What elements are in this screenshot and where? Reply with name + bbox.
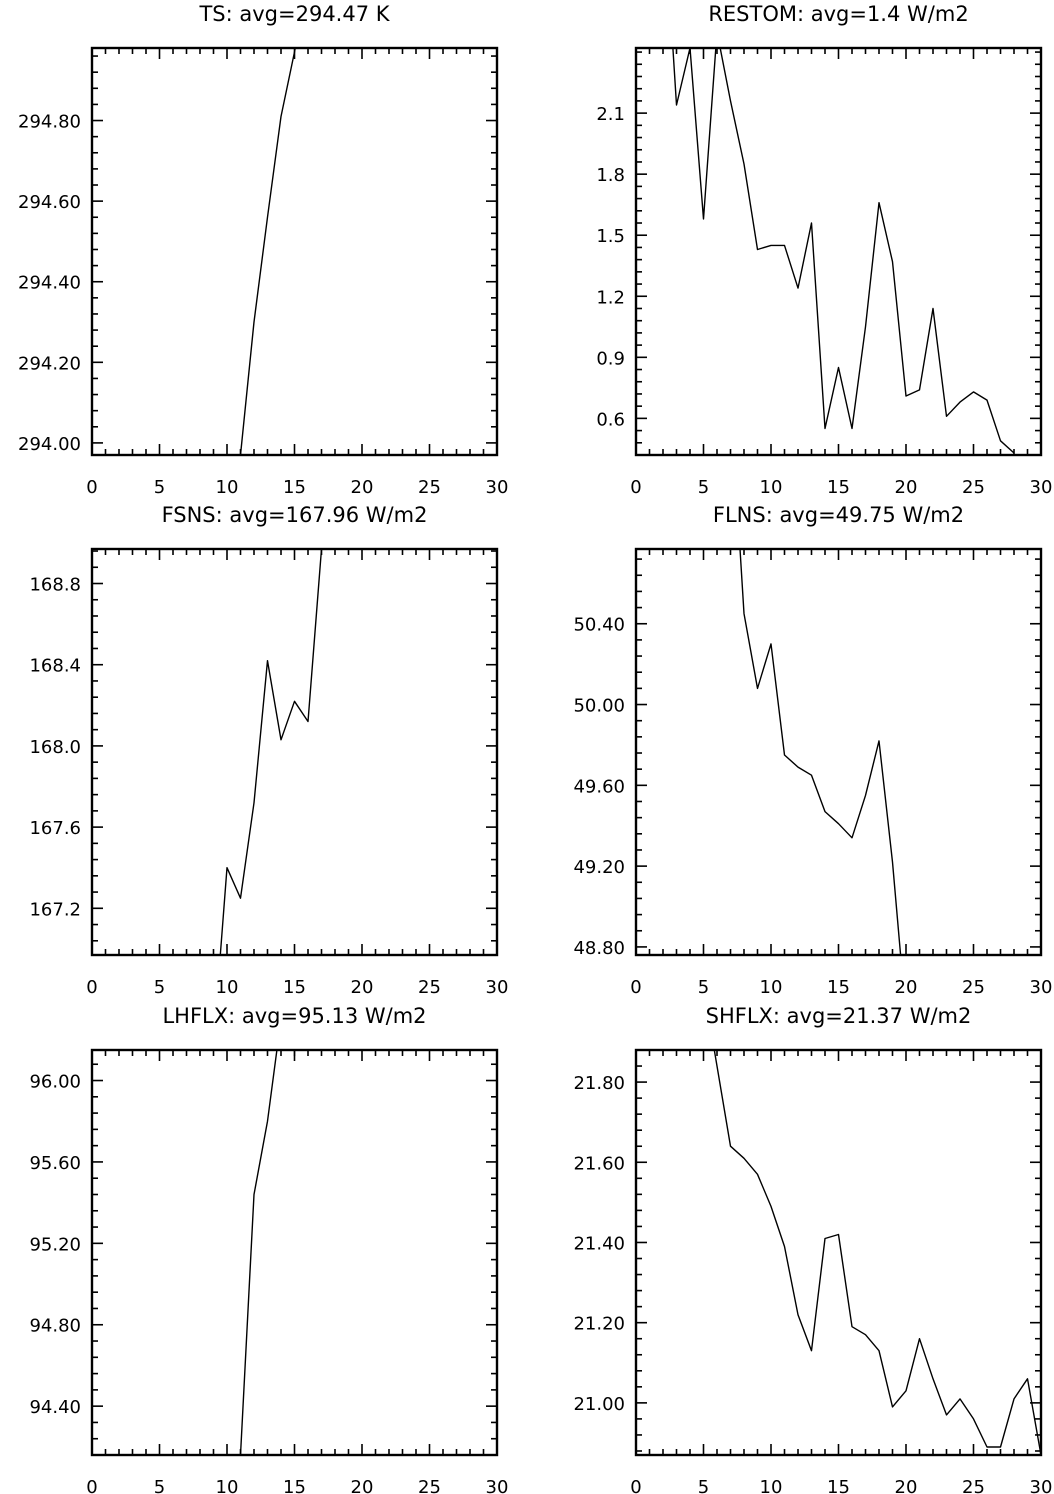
y-tick-label: 168.8 [29,575,81,596]
x-tick-label: 5 [154,477,165,498]
y-tick-label: 168.0 [29,737,81,758]
chart-title: LHFLX: avg=95.13 W/m2 [162,1004,426,1028]
series-line [239,48,296,455]
x-tick-label: 30 [1030,477,1053,498]
chart-panel-2: RESTOM: avg=1.4 W/m2 0 5 10 15 20 25 30 0.6 0.9 1.… [596,2,1052,498]
series-line [672,48,1015,454]
x-tick-label: 0 [86,977,97,998]
x-tick-label: 0 [630,977,641,998]
x-tick-label: 10 [760,1477,783,1494]
chart-title: RESTOM: avg=1.4 W/m2 [708,2,968,26]
plot-frame [634,1048,1043,1457]
x-tick-label: 20 [895,977,918,998]
y-tick-label: 48.80 [573,938,625,959]
plot-frame [90,1048,499,1457]
plot-frame [90,46,499,457]
x-tick-label: 0 [86,1477,97,1494]
x-tick-label: 25 [418,1477,441,1494]
x-tick-label: 0 [86,477,97,498]
x-tick-label: 0 [630,1477,641,1494]
chart-title: FSNS: avg=167.96 W/m2 [162,503,428,527]
x-tick-label: 25 [962,477,985,498]
y-tick-label: 21.00 [573,1394,625,1415]
y-tick-label: 21.40 [573,1233,625,1254]
series-line [739,549,902,955]
chart-panel-1: TS: avg=294.47 K 0 5 10 15 20 25 30 294.00 294.20… [18,2,509,498]
chart-panel-6: SHFLX: avg=21.37 W/m2 0 5 10 15 20 25 30 21.00 21… [573,1004,1052,1494]
y-tick-label: 21.80 [573,1073,625,1094]
chart-title: TS: avg=294.47 K [198,2,390,26]
x-tick-label: 20 [351,1477,374,1494]
x-tick-label: 20 [895,1477,918,1494]
y-tick-label: 168.4 [29,656,81,677]
x-tick-label: 25 [962,1477,985,1494]
x-tick-label: 20 [895,477,918,498]
y-tick-label: 294.40 [18,273,81,294]
y-tick-label: 294.60 [18,192,81,213]
y-tick-label: 21.60 [573,1153,625,1174]
x-tick-label: 5 [698,477,709,498]
x-tick-label: 15 [283,1477,306,1494]
x-tick-label: 15 [827,1477,850,1494]
y-tick-label: 50.00 [573,696,625,717]
x-tick-label: 30 [486,1477,509,1494]
x-tick-label: 30 [1030,977,1053,998]
y-tick-label: 21.20 [573,1314,625,1335]
chart-title: SHFLX: avg=21.37 W/m2 [706,1004,972,1028]
y-tick-label: 94.40 [29,1397,81,1418]
x-tick-label: 25 [962,977,985,998]
y-tick-label: 96.00 [29,1072,81,1093]
x-tick-label: 15 [827,477,850,498]
series-line [713,1050,1041,1455]
y-tick-label: 167.2 [29,899,81,920]
x-tick-label: 25 [418,477,441,498]
x-tick-label: 5 [154,977,165,998]
y-tick-label: 95.20 [29,1234,81,1255]
y-tick-label: 294.80 [18,112,81,133]
y-tick-label: 1.2 [596,287,625,308]
series-line [219,549,323,955]
y-tick-label: 1.5 [596,226,625,247]
x-tick-label: 0 [630,477,641,498]
chart-panel-4: FLNS: avg=49.75 W/m2 0 5 10 15 20 25 30 48.80 49.… [573,503,1052,998]
x-tick-label: 15 [283,477,306,498]
x-tick-label: 30 [486,977,509,998]
series-line [239,1050,296,1455]
x-tick-label: 20 [351,477,374,498]
y-tick-label: 0.9 [596,348,625,369]
y-tick-label: 0.6 [596,409,625,430]
plot-frame [90,547,499,957]
chart-title: FLNS: avg=49.75 W/m2 [713,503,964,527]
y-tick-label: 49.20 [573,857,625,878]
x-tick-label: 10 [216,477,239,498]
x-tick-label: 5 [154,1477,165,1494]
x-tick-label: 5 [698,977,709,998]
x-tick-label: 15 [827,977,850,998]
y-tick-label: 49.60 [573,776,625,797]
y-tick-label: 167.6 [29,818,81,839]
x-tick-label: 10 [216,1477,239,1494]
y-tick-label: 50.40 [573,615,625,636]
chart-panel-3: FSNS: avg=167.96 W/m2 0 5 10 15 20 25 30 167.2 16… [29,503,508,998]
x-tick-label: 15 [283,977,306,998]
y-tick-label: 294.20 [18,353,81,374]
x-tick-label: 5 [698,1477,709,1494]
x-tick-label: 30 [486,477,509,498]
x-tick-label: 30 [1030,1477,1053,1494]
x-tick-label: 10 [760,477,783,498]
x-tick-label: 20 [351,977,374,998]
x-tick-label: 25 [418,977,441,998]
x-tick-label: 10 [760,977,783,998]
y-tick-label: 95.60 [29,1153,81,1174]
y-tick-label: 294.00 [18,434,81,455]
y-tick-label: 94.80 [29,1316,81,1337]
y-tick-label: 2.1 [596,104,625,125]
chart-panel-5: LHFLX: avg=95.13 W/m2 0 5 10 15 20 25 30 94.40 94… [29,1004,509,1494]
x-tick-label: 10 [216,977,239,998]
y-tick-label: 1.8 [596,165,625,186]
plot-frame [634,46,1043,457]
plot-frame [634,547,1043,957]
